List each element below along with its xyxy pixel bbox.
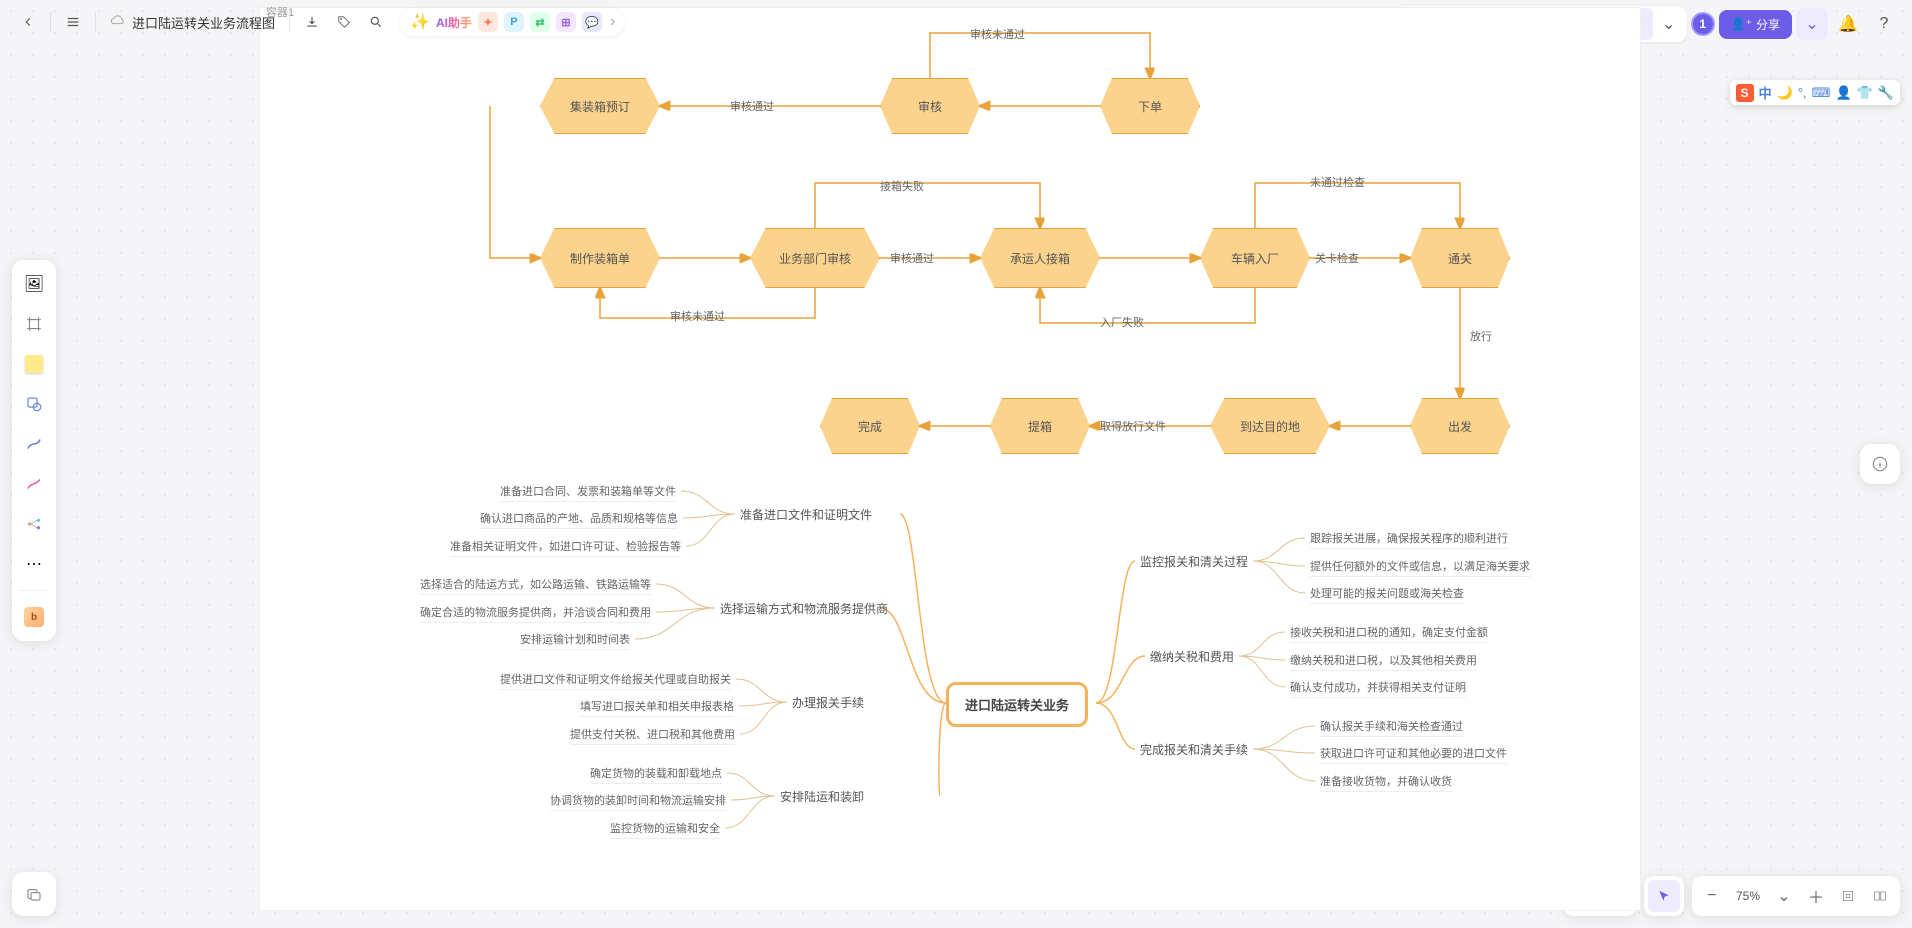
ai-chip-3[interactable]: ⇄: [530, 12, 550, 32]
mindmap-leaf[interactable]: 监控货物的运输和安全: [610, 820, 720, 839]
mindmap-branch[interactable]: 监控报关和清关过程: [1140, 553, 1248, 570]
ai-chip-2[interactable]: P: [504, 12, 524, 32]
ai-chip-4[interactable]: ⊞: [556, 12, 576, 32]
templates-icon[interactable]: b: [16, 599, 52, 635]
mindmap-leaf[interactable]: 确认支付成功，并获得相关支付证明: [1290, 679, 1466, 698]
edge-label: 未通过检查: [1310, 174, 1365, 190]
flow-node[interactable]: 审核: [880, 78, 980, 134]
flow-node[interactable]: 通关: [1410, 228, 1510, 288]
mindmap-leaf[interactable]: 协调货物的装卸时间和物流运输安排: [550, 792, 726, 811]
minimap-button[interactable]: [1864, 880, 1896, 912]
connector-icon[interactable]: [16, 426, 52, 462]
mindmap-leaf[interactable]: 准备接收货物，并确认收货: [1320, 773, 1452, 792]
ime-punct-icon[interactable]: °,: [1798, 85, 1807, 100]
document-title[interactable]: 进口陆运转关业务流程图: [110, 13, 275, 32]
mindmap-branch[interactable]: 准备进口文件和证明文件: [740, 506, 872, 523]
top-toolbar: 进口陆运转关业务流程图 ✨ AI助手 ✦ P ⇄ ⊞ 💬 ›: [0, 0, 1912, 44]
mindmap-branch[interactable]: 安排陆运和装卸: [780, 788, 864, 805]
ime-moon-icon[interactable]: 🌙: [1777, 85, 1793, 101]
ime-lang[interactable]: 中: [1759, 83, 1772, 102]
flow-node[interactable]: 到达目的地: [1210, 398, 1330, 454]
edge-label: 入厂失败: [1100, 314, 1144, 330]
flow-node[interactable]: 下单: [1100, 78, 1200, 134]
mindmap-leaf[interactable]: 安排运输计划和时间表: [520, 631, 630, 650]
mindmap-leaf[interactable]: 处理可能的报关问题或海关检查: [1310, 585, 1464, 604]
ai-sparkle-icon: ✨: [410, 12, 430, 32]
flow-node[interactable]: 业务部门审核: [750, 228, 880, 288]
mindmap-icon[interactable]: [16, 506, 52, 542]
ai-assistant-pill[interactable]: ✨ AI助手 ✦ P ⇄ ⊞ 💬 ›: [400, 8, 625, 36]
mindmap-leaf[interactable]: 获取进口许可证和其他必要的进口文件: [1320, 745, 1507, 764]
frame-icon[interactable]: [16, 306, 52, 342]
cursor-mode-button[interactable]: [1648, 880, 1680, 912]
mindmap-leaf[interactable]: 准备进口合同、发票和装箱单等文件: [500, 483, 676, 502]
mindmap-leaf[interactable]: 缴纳关税和进口税，以及其他相关费用: [1290, 652, 1477, 671]
edge-label: 审核通过: [890, 250, 934, 266]
more-tools-icon[interactable]: ⋯: [16, 546, 52, 582]
download-button[interactable]: [296, 6, 328, 38]
zoom-in-button[interactable]: ＋: [1800, 880, 1832, 912]
edge-label: 审核未通过: [670, 308, 725, 324]
edge-label: 取得放行文件: [1100, 418, 1166, 434]
mindmap-leaf[interactable]: 确认报关手续和海关检查通过: [1320, 718, 1463, 737]
ai-chip-5[interactable]: 💬: [582, 12, 602, 32]
doc-title-text: 进口陆运转关业务流程图: [132, 13, 275, 32]
layers-button[interactable]: [12, 872, 56, 916]
edge-label: 审核通过: [730, 98, 774, 114]
menu-button[interactable]: [57, 6, 89, 38]
mindmap-leaf[interactable]: 确定合适的物流服务提供商，并洽谈合同和费用: [420, 604, 651, 623]
pen-icon[interactable]: [16, 466, 52, 502]
mindmap-leaf[interactable]: 接收关税和进口税的通知，确定支付金额: [1290, 624, 1488, 643]
mindmap-leaf[interactable]: 填写进口报关单和相关申报表格: [580, 698, 734, 717]
mindmap-leaf[interactable]: 提供任何额外的文件或信息，以满足海关要求: [1310, 558, 1530, 577]
ime-toolbar[interactable]: S 中 🌙 °, ⌨ 👤 👕 🔧: [1730, 80, 1900, 105]
mindmap-leaf[interactable]: 确认进口商品的产地、品质和规格等信息: [480, 510, 678, 529]
edge-label: 放行: [1470, 328, 1492, 344]
edge-label: 关卡检查: [1315, 250, 1359, 266]
mindmap-leaf[interactable]: 提供进口文件和证明文件给报关代理或自助报关: [500, 671, 731, 690]
info-button[interactable]: [1860, 444, 1900, 484]
ime-user-icon[interactable]: 👤: [1835, 85, 1851, 101]
canvas[interactable]: 容器1 下单审核集装箱预订制作装箱单业务部门审核承运人接箱车辆入厂通关出发到达目…: [260, 8, 1640, 910]
mindmap-leaf[interactable]: 准备相关证明文件，如进口许可证、检验报告等: [450, 538, 681, 557]
ime-keyboard-icon[interactable]: ⌨: [1812, 85, 1831, 101]
mindmap-leaf[interactable]: 跟踪报关进展，确保报关程序的顺利进行: [1310, 530, 1508, 549]
flow-node[interactable]: 车辆入厂: [1200, 228, 1310, 288]
flow-node[interactable]: 制作装箱单: [540, 228, 660, 288]
flow-node[interactable]: 出发: [1410, 398, 1510, 454]
mindmap-leaf[interactable]: 选择适合的陆运方式，如公路运输、铁路运输等: [420, 576, 651, 595]
left-toolbar: 🖼 ⋯ b: [12, 260, 56, 641]
zoom-dropdown[interactable]: ⌄: [1768, 880, 1800, 912]
mindmap-center[interactable]: 进口陆运转关业务: [946, 682, 1088, 727]
sticky-note-icon[interactable]: [16, 346, 52, 382]
flow-node[interactable]: 承运人接箱: [980, 228, 1100, 288]
flow-node[interactable]: 提箱: [990, 398, 1090, 454]
mindmap-branch[interactable]: 办理报关手续: [792, 694, 864, 711]
search-button[interactable]: [360, 6, 392, 38]
cloud-icon: [110, 13, 126, 32]
fit-button[interactable]: [1832, 880, 1864, 912]
mindmap-branch[interactable]: 缴纳关税和费用: [1150, 648, 1234, 665]
edge-label: 接箱失败: [880, 178, 924, 194]
ime-skin-icon[interactable]: 👕: [1857, 85, 1873, 101]
zoom-label[interactable]: 75%: [1728, 889, 1768, 903]
ai-chip-1[interactable]: ✦: [478, 12, 498, 32]
flow-node[interactable]: 集装箱预订: [540, 78, 660, 134]
mindmap-leaf[interactable]: 提供支付关税、进口税和其他费用: [570, 726, 735, 745]
mindmap-branch[interactable]: 选择运输方式和物流服务提供商: [720, 600, 888, 617]
ime-logo-icon: S: [1736, 84, 1754, 102]
ai-expand-icon[interactable]: ›: [610, 13, 615, 31]
flow-node[interactable]: 完成: [820, 398, 920, 454]
ime-tool-icon[interactable]: 🔧: [1878, 85, 1894, 101]
mindmap-leaf[interactable]: 确定货物的装载和卸载地点: [590, 765, 722, 784]
back-button[interactable]: [12, 6, 44, 38]
assets-icon[interactable]: 🖼: [16, 266, 52, 302]
ai-label: AI助手: [436, 14, 472, 31]
shape-icon[interactable]: [16, 386, 52, 422]
zoom-out-button[interactable]: −: [1696, 880, 1728, 912]
tag-button[interactable]: [328, 6, 360, 38]
mindmap-branch[interactable]: 完成报关和清关手续: [1140, 741, 1248, 758]
